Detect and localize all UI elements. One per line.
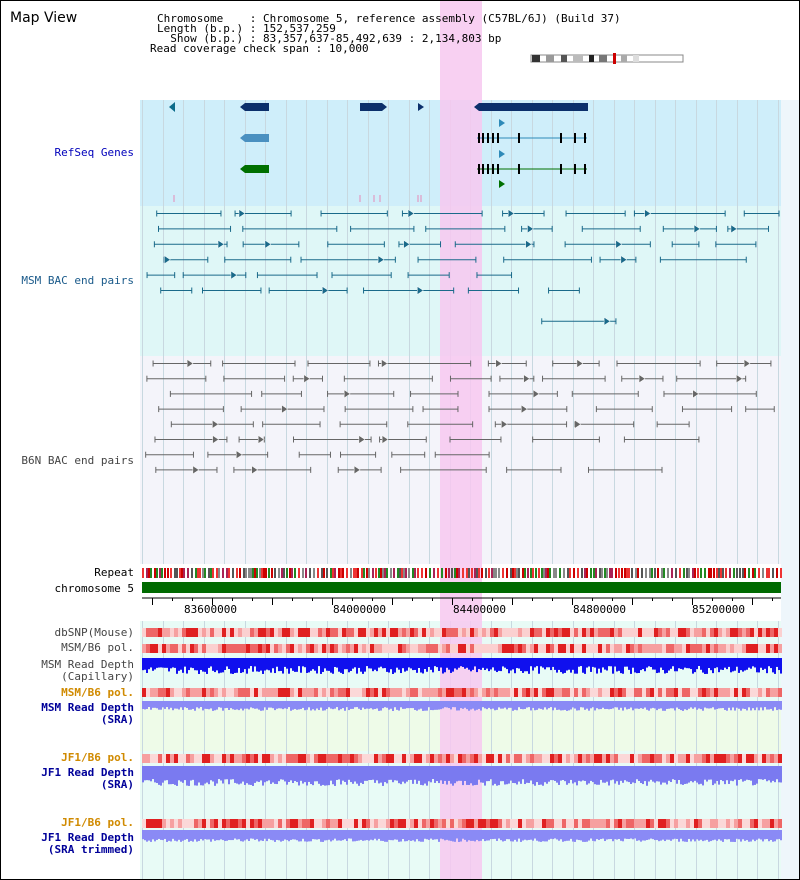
b6n-bac-label[interactable]: B6N BAC end pairs: [21, 454, 134, 467]
jf1-b6-pol-heat-track-2: [142, 819, 782, 828]
msm-b6-pol-label[interactable]: MSM/B6 pol.: [61, 641, 134, 654]
axis-tick-label: 85200000: [692, 603, 745, 616]
jf1-depth-sra-label-2: (SRA): [100, 778, 134, 791]
msm-bac-label[interactable]: MSM BAC end pairs: [21, 274, 134, 287]
jf1-depth-trim-label-2: (SRA trimmed): [47, 843, 134, 856]
position-axis: [142, 597, 781, 605]
refseq-genes-track: [169, 102, 588, 202]
info-chromosome: Chromosome : Chromosome 5, reference ass…: [157, 12, 621, 25]
axis-tick-label: 84000000: [333, 603, 386, 616]
info-coverage: Read coverage check span : 10,000: [150, 42, 369, 55]
jf1-depth-trim-label-1[interactable]: JF1 Read Depth: [41, 831, 134, 844]
msm-depth-sra-label-2: (SRA): [100, 713, 134, 726]
axis-tick-label: 84800000: [573, 603, 626, 616]
msm-read-depth-sra-track: [142, 701, 782, 711]
msm-b6-pol-heat-track-2: [142, 688, 782, 697]
chromosome-ideogram: [530, 53, 684, 64]
b6n-bac-end-pairs-track: [145, 359, 775, 475]
info-length: Length (b.p.) : 152,537,259: [157, 22, 336, 35]
jf1-b6-pol-heat-track: [142, 754, 782, 763]
msm-depth-cap-label-1[interactable]: MSM Read Depth: [41, 658, 134, 671]
msm-bac-end-pairs-track: [146, 209, 780, 326]
jf1-b6-pol-label-2[interactable]: JF1/B6 pol.: [61, 816, 134, 829]
dbsnp-label[interactable]: dbSNP(Mouse): [54, 626, 134, 639]
jf1-read-depth-trimmed-track: [142, 830, 782, 842]
info-show: Show (b.p.) : 83,357,637-85,492,639 : 2,…: [170, 32, 502, 45]
chromosome-label: chromosome 5: [54, 582, 134, 595]
msm-depth-cap-label-2: (Capillary): [61, 670, 134, 683]
axis-tick-label: 84400000: [453, 603, 506, 616]
repeat-track: [142, 568, 782, 578]
msm-depth-sra-label-1[interactable]: MSM Read Depth: [41, 701, 134, 714]
refseq-genes-label[interactable]: RefSeq Genes: [54, 146, 134, 159]
jf1-depth-sra-label-1[interactable]: JF1 Read Depth: [41, 766, 134, 779]
dbsnp-heat-track: [142, 628, 782, 637]
msm-b6-pol-label-2[interactable]: MSM/B6 pol.: [61, 686, 134, 699]
repeat-label: Repeat: [94, 566, 134, 579]
axis-tick-label: 83600000: [184, 603, 237, 616]
jf1-b6-pol-label[interactable]: JF1/B6 pol.: [61, 751, 134, 764]
msm-read-depth-capillary-track: [142, 658, 782, 674]
view-title: Map View: [10, 10, 78, 26]
jf1-read-depth-sra-track: [142, 766, 782, 786]
right-margin-strip: [781, 100, 799, 879]
chromosome-bar: [142, 582, 781, 593]
msm-b6-pol-heat-track: [142, 644, 782, 653]
